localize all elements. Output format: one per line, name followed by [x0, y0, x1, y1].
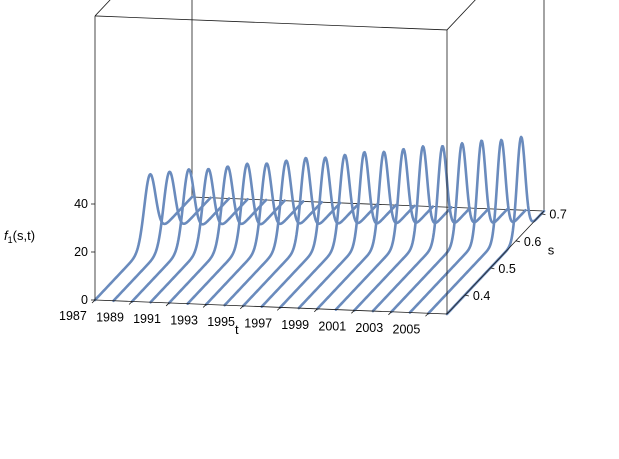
s-tick-label: 0.5	[498, 262, 515, 276]
t-tick-label: 1995	[207, 315, 235, 329]
t-tick-label: 2003	[355, 321, 383, 335]
t-tick-label: 1999	[281, 318, 309, 332]
s-tick-label: 0.6	[524, 235, 541, 249]
z-label-main: f	[4, 228, 9, 243]
t-tick-mark	[314, 308, 318, 313]
t-tick-mark	[425, 312, 429, 317]
t-tick-label: 1997	[244, 316, 272, 330]
z-tick-label: 0	[81, 293, 88, 307]
t-tick-label: 1987	[59, 309, 87, 323]
s-tick-mark	[541, 213, 546, 216]
curve-t-2003	[390, 141, 490, 314]
t-tick-label: 2001	[318, 319, 346, 333]
z-tick-label: 20	[74, 245, 88, 259]
z-axis-label: f1(s,t)	[4, 228, 35, 245]
z-label-args: (s,t)	[13, 228, 35, 243]
box-edge	[191, 196, 545, 212]
s-tick-mark	[490, 267, 495, 270]
box-edge	[446, 210, 545, 315]
curve-t-1990	[149, 167, 249, 304]
t-tick-label: 1989	[96, 311, 124, 325]
t-tick-mark	[128, 301, 133, 305]
t-tick-mark	[351, 310, 355, 314]
t-tick-label: 2005	[393, 322, 421, 336]
bounding-box-front	[91, 0, 546, 317]
curve-t-2005	[427, 138, 527, 315]
s-tick-label: 0.7	[549, 208, 566, 222]
s-axis: 0.4 0.5 0.6 0.7 s	[473, 208, 567, 303]
box-edge	[94, 0, 111, 17]
curve-t-1992	[186, 162, 286, 305]
s-tick-mark	[464, 294, 469, 297]
bounding-box-back	[94, 0, 545, 212]
z-label-sub: 1	[8, 235, 13, 245]
curve-t-1996	[260, 156, 361, 308]
curve-t-1999	[316, 150, 416, 311]
curve-t-2006	[445, 135, 546, 316]
s-tick-mark	[515, 240, 521, 243]
s-axis-label: s	[548, 243, 555, 258]
z-axis: 0 20 40 f1(s,t)	[4, 197, 88, 307]
curve-t-1987	[93, 172, 194, 302]
curve-series	[93, 135, 546, 316]
z-tick-label: 40	[74, 197, 88, 211]
t-tick-mark	[202, 304, 207, 308]
box-edge	[94, 15, 448, 31]
t-tick-mark	[91, 299, 96, 304]
curve-t-1995	[241, 156, 342, 308]
t-tick-mark	[239, 305, 244, 310]
curve-t-1994	[223, 159, 323, 307]
curve-t-1997	[278, 153, 379, 309]
t-axis-label: t	[235, 322, 239, 337]
box-edge	[94, 299, 448, 315]
curve-t-2004	[408, 139, 509, 314]
curve-t-1989	[130, 168, 231, 303]
t-tick-mark	[276, 307, 281, 311]
s-tick-label: 0.4	[473, 289, 490, 303]
curve-t-1998	[297, 150, 398, 310]
t-axis: 1987 1989 1991 1993 1995 1997 1999 2001 …	[59, 309, 420, 337]
curve-t-1988	[112, 170, 212, 303]
box-edge	[446, 0, 476, 31]
t-tick-label: 1993	[170, 313, 198, 327]
curve-t-1991	[167, 165, 268, 305]
t-tick-label: 1991	[133, 312, 161, 326]
t-tick-mark	[165, 302, 170, 307]
curve-t-1993	[204, 162, 305, 306]
t-tick-mark	[388, 311, 392, 316]
